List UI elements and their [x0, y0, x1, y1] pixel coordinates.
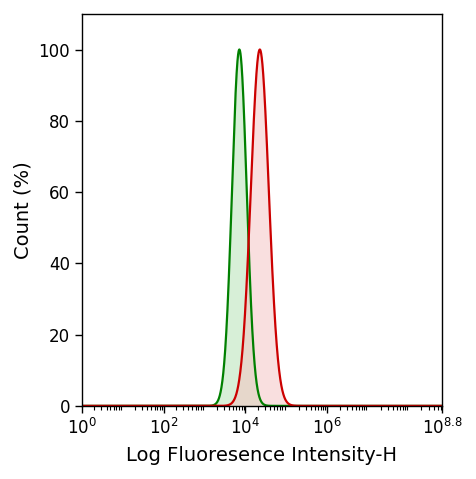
Y-axis label: Count (%): Count (%) — [14, 161, 33, 259]
X-axis label: Log Fluoresence Intensity-H: Log Fluoresence Intensity-H — [126, 446, 397, 465]
